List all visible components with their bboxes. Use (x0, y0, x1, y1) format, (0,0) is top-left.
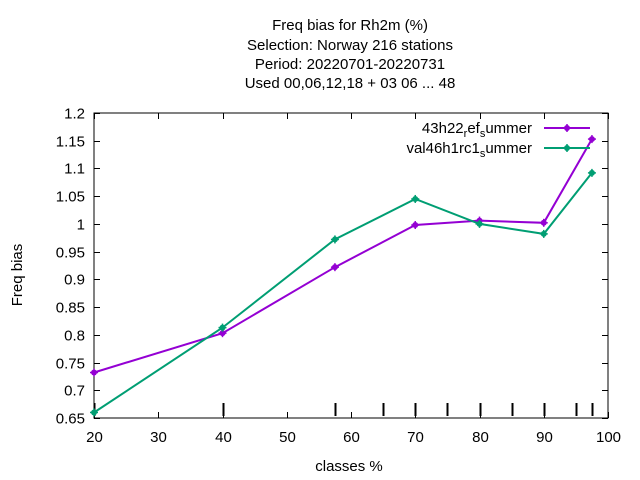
series-2-point (90, 408, 98, 417)
y-tick-label: 1.2 (64, 106, 85, 123)
x-tick-label: 40 (215, 429, 232, 446)
y-tick-label: 1.15 (56, 134, 85, 151)
y-axis-label: Freq bias (9, 244, 26, 307)
series-line-1 (93, 138, 593, 374)
series-1-point (330, 263, 339, 272)
series-2-point (587, 168, 596, 177)
series-1-point (587, 135, 596, 144)
series-1-point (411, 221, 420, 230)
y-tick-label: 1.1 (64, 161, 85, 178)
legend-marker-2 (563, 144, 571, 152)
series-1-point (90, 368, 98, 377)
series-2-point (539, 229, 548, 238)
series-2-point (411, 194, 420, 203)
chart-title-line-1: Freq bias for Rh2m (%) (272, 17, 428, 34)
series-2-point (330, 235, 339, 244)
x-tick-label: 80 (472, 429, 489, 446)
y-tick-label: 0.7 (64, 383, 85, 400)
series-1-point (539, 218, 548, 227)
x-tick-label: 30 (150, 429, 167, 446)
series-line-2 (93, 172, 593, 414)
y-tick-label: 0.75 (56, 356, 85, 373)
x-tick-label: 90 (536, 429, 553, 446)
y-tick-label: 0.85 (56, 300, 85, 317)
series-2-point (218, 323, 227, 332)
y-tick-label: 0.95 (56, 245, 85, 262)
x-tick-label: 100 (596, 429, 621, 446)
chart-title-line-3: Period: 20220701-20220731 (254, 56, 446, 73)
series-2-point (475, 219, 484, 228)
x-tick-label: 20 (86, 429, 103, 446)
x-tick-label: 70 (407, 429, 424, 446)
y-tick-label: 0.8 (64, 328, 85, 345)
legend-label-2: val46h1rc1summer (406, 140, 532, 160)
x-tick-label: 60 (343, 429, 360, 446)
chart-title-line-4: Used 00,06,12,18 + 03 06 ... 48 (244, 75, 456, 92)
x-axis-label: classes % (315, 458, 383, 475)
y-tick-label: 0.9 (64, 272, 85, 289)
x-tick-label: 50 (279, 429, 296, 446)
y-tick-label: 0.65 (56, 411, 85, 428)
chart-title-line-2: Selection: Norway 216 stations (247, 37, 453, 54)
legend-label-1: 43h22refsummer (422, 120, 532, 140)
legend-marker-1 (563, 124, 571, 132)
plot-frame (93, 112, 609, 419)
y-tick-label: 1 (77, 217, 85, 234)
y-tick-label: 1.05 (56, 189, 85, 206)
